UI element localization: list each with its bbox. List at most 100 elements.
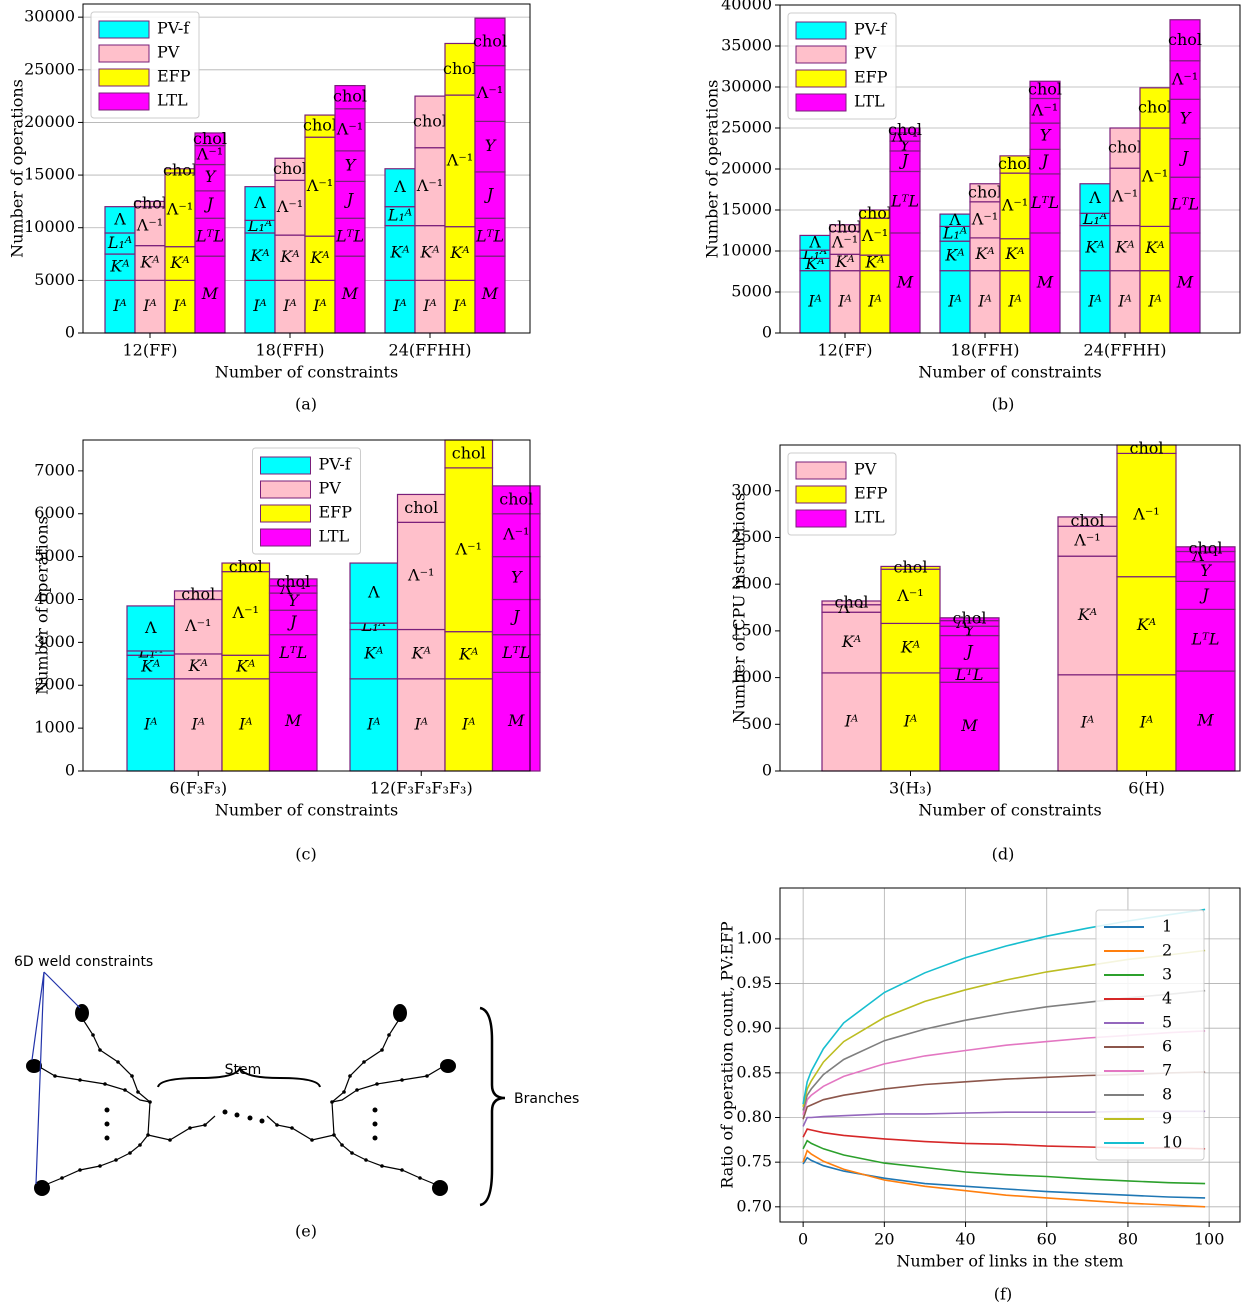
segment-label: Λ⁻¹ — [306, 176, 333, 195]
segment-label: Λ⁻¹ — [416, 176, 443, 195]
y-axis-label: Number of CPU instructions — [730, 493, 749, 724]
legend-label: PV-f — [157, 19, 190, 38]
legend-label: LTL — [854, 92, 885, 111]
segment-label: Iᴬ — [366, 714, 381, 733]
legend-swatch — [261, 481, 311, 498]
segment-label: chol — [181, 585, 215, 604]
segment-label: Λ⁻¹ — [166, 199, 193, 218]
segment-label: chol — [273, 159, 307, 178]
segment-label: Λ⁻¹ — [455, 539, 482, 558]
segment-label: Iᴬ — [977, 291, 992, 310]
segment-label: Y — [205, 167, 217, 186]
segment-label: Λ⁻¹ — [446, 150, 473, 169]
segment-label: LᵀL — [1191, 630, 1220, 649]
x-tick-label: 100 — [1194, 1230, 1225, 1249]
segment-label: chol — [1138, 97, 1172, 116]
segment-label: M — [896, 272, 914, 291]
caption: (f) — [994, 1285, 1012, 1304]
segment-label: Kᴬ — [169, 253, 189, 272]
x-tick-label: 80 — [1118, 1230, 1138, 1249]
segment-label: Iᴬ — [392, 296, 407, 315]
x-tick-label: 3(H₃) — [889, 779, 932, 798]
segment-label: Iᴬ — [807, 291, 822, 310]
segment-label: LᵀL — [475, 227, 504, 246]
x-tick-label: 20 — [874, 1230, 894, 1249]
y-axis-label: Ratio of operation count, PV:EFP — [718, 921, 737, 1189]
robot-diagram: 6D weld constraints Stem Branches — [14, 954, 579, 1205]
y-tick-label: 15000 — [721, 200, 772, 219]
y-tick-label: 0.95 — [736, 973, 772, 992]
y-tick-label: 0.70 — [736, 1196, 772, 1215]
legend-label: LTL — [157, 91, 188, 110]
legend-swatch — [99, 69, 149, 86]
segment-label: Kᴬ — [411, 644, 431, 663]
segment-label: Iᴬ — [282, 296, 297, 315]
segment-label: Kᴬ — [974, 244, 994, 263]
legend-swatch — [261, 505, 311, 522]
segment-label: Λ⁻¹ — [1111, 186, 1138, 205]
legend-label: EFP — [157, 67, 191, 86]
segment-label: Kᴬ — [188, 656, 208, 675]
branches-brace — [480, 1008, 505, 1205]
x-axis-label: Number of constraints — [918, 363, 1101, 382]
y-tick-label: 7000 — [34, 460, 75, 479]
caption: (a) — [295, 395, 317, 414]
segment-label: Iᴬ — [1080, 712, 1095, 731]
segment-label: Iᴬ — [1117, 291, 1132, 310]
segment-label: chol — [834, 592, 868, 611]
segment-label: LᵀL — [1170, 195, 1199, 214]
x-axis-label: Number of constraints — [918, 801, 1101, 820]
segment-label: Λ — [367, 583, 380, 602]
segment-label: chol — [133, 194, 167, 213]
constraint-pointers — [32, 972, 80, 1184]
legend-swatch — [99, 21, 149, 38]
y-tick-label: 30000 — [24, 7, 75, 26]
legend-swatch — [261, 529, 311, 546]
legend-swatch — [796, 46, 846, 63]
segment-label: Iᴬ — [903, 711, 918, 730]
segment-label: Iᴬ — [413, 714, 428, 733]
segment-label: Kᴬ — [1114, 238, 1134, 257]
legend-label: PV — [157, 43, 180, 62]
segment-label: chol — [229, 557, 263, 576]
legend-swatch — [796, 510, 846, 527]
caption: (e) — [295, 1222, 317, 1241]
legend-label: PV-f — [854, 20, 887, 39]
segment-label: chol — [968, 182, 1002, 201]
y-tick-label: 0.85 — [736, 1062, 772, 1081]
segment-label: chol — [1070, 511, 1104, 530]
y-tick-label: 15000 — [24, 165, 75, 184]
y-tick-label: 5000 — [731, 282, 772, 301]
x-tick-label: 0 — [798, 1230, 808, 1249]
y-tick-label: 25000 — [24, 59, 75, 78]
segment-label: Y — [485, 136, 497, 155]
legend-label: 7 — [1162, 1061, 1172, 1080]
segment-label: Λ — [1088, 188, 1101, 207]
segment-label: Λ⁻¹ — [1132, 505, 1159, 524]
y-tick-label: 25000 — [721, 118, 772, 137]
segment-label: Iᴬ — [947, 291, 962, 310]
legend-label: LTL — [854, 508, 885, 527]
segment-label: Kᴬ — [249, 246, 269, 265]
segment-label: chol — [499, 489, 533, 508]
segment-label: chol — [452, 443, 486, 462]
x-tick-label: 6(H) — [1128, 779, 1165, 798]
legend-label: 6 — [1162, 1037, 1172, 1056]
y-tick-label: 0 — [762, 761, 772, 780]
segment-label: Λ⁻¹ — [136, 216, 163, 235]
segment-label: Kᴬ — [309, 248, 329, 267]
legend-label: PV-f — [319, 455, 352, 474]
segment-label: M — [481, 284, 499, 303]
legend-label: PV — [854, 44, 877, 63]
y-tick-label: 0 — [762, 323, 772, 342]
segment-label: L₁ᴬ — [387, 206, 412, 225]
legend-swatch — [99, 45, 149, 62]
y-tick-label: 20000 — [721, 159, 772, 178]
segment-label: Λ⁻¹ — [407, 565, 434, 584]
segment-label: chol — [333, 87, 367, 106]
y-tick-label: 20000 — [24, 112, 75, 131]
legend-label: EFP — [854, 68, 888, 87]
segment-label: Kᴬ — [363, 644, 383, 663]
segment-label: Iᴬ — [422, 296, 437, 315]
segment-label: M — [284, 711, 302, 730]
